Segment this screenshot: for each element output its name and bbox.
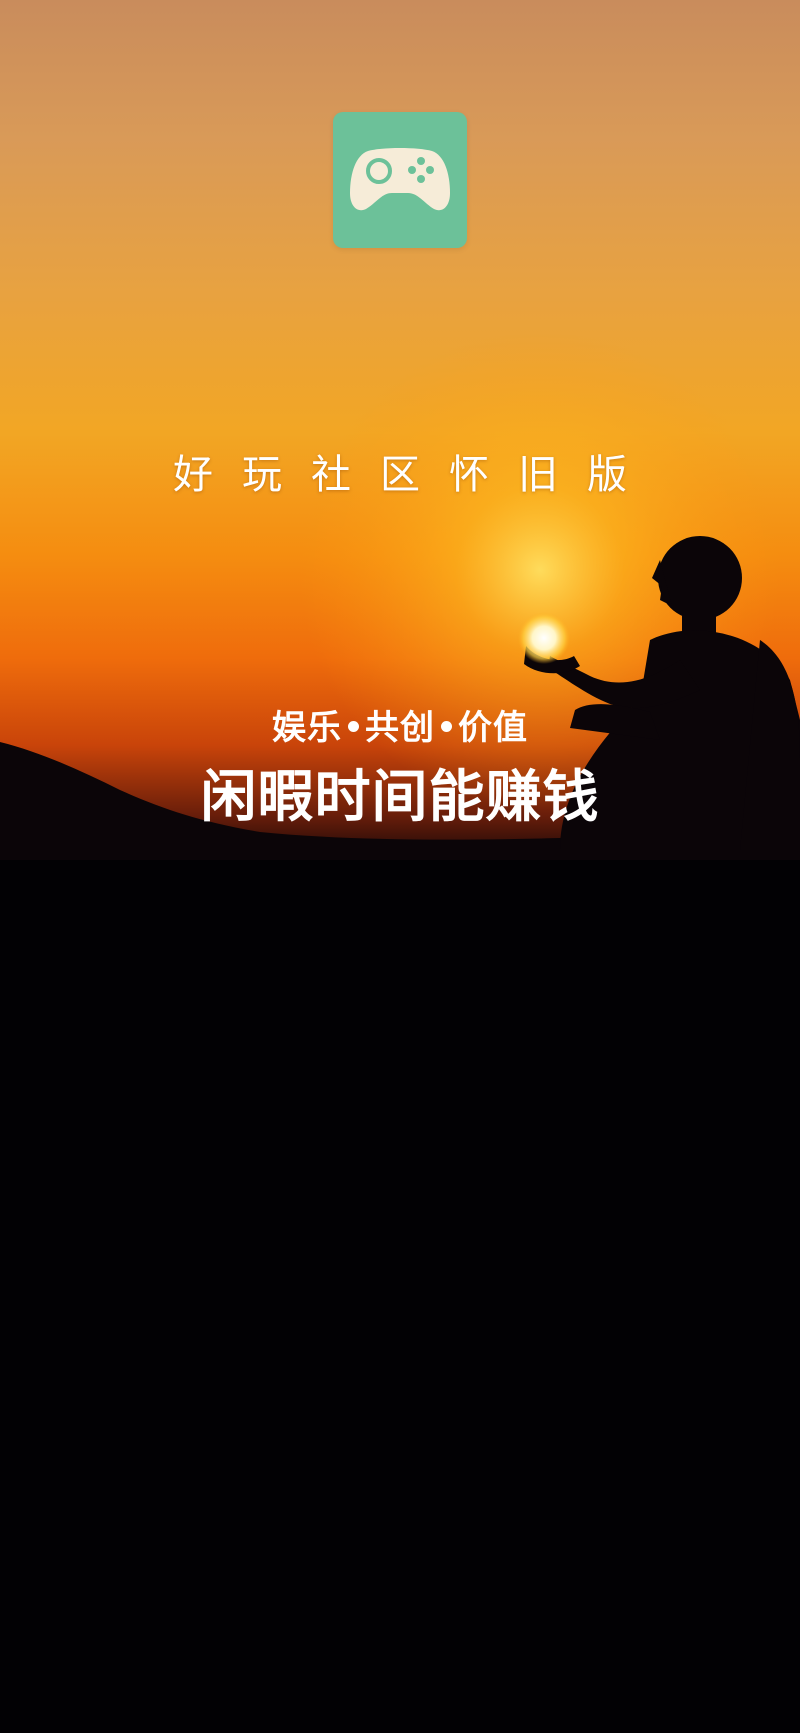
bullet-dot <box>441 721 452 732</box>
slogan-part-value: 价值 <box>458 708 528 748</box>
app-icon <box>333 112 467 248</box>
headline: 闲暇时间能赚钱 <box>200 765 600 830</box>
slogan-part-cocreation: 共创 <box>365 708 435 748</box>
app-name: 好玩社区怀旧版 <box>173 452 656 498</box>
slogan-part-entertainment: 娱乐 <box>272 708 342 748</box>
gamepad-icon <box>350 148 450 211</box>
slogan-tagline: 娱乐 共创 价值 <box>0 700 800 749</box>
bullet-dot <box>348 721 359 732</box>
glowing-orb <box>513 607 573 667</box>
boy-silhouette <box>524 536 800 850</box>
